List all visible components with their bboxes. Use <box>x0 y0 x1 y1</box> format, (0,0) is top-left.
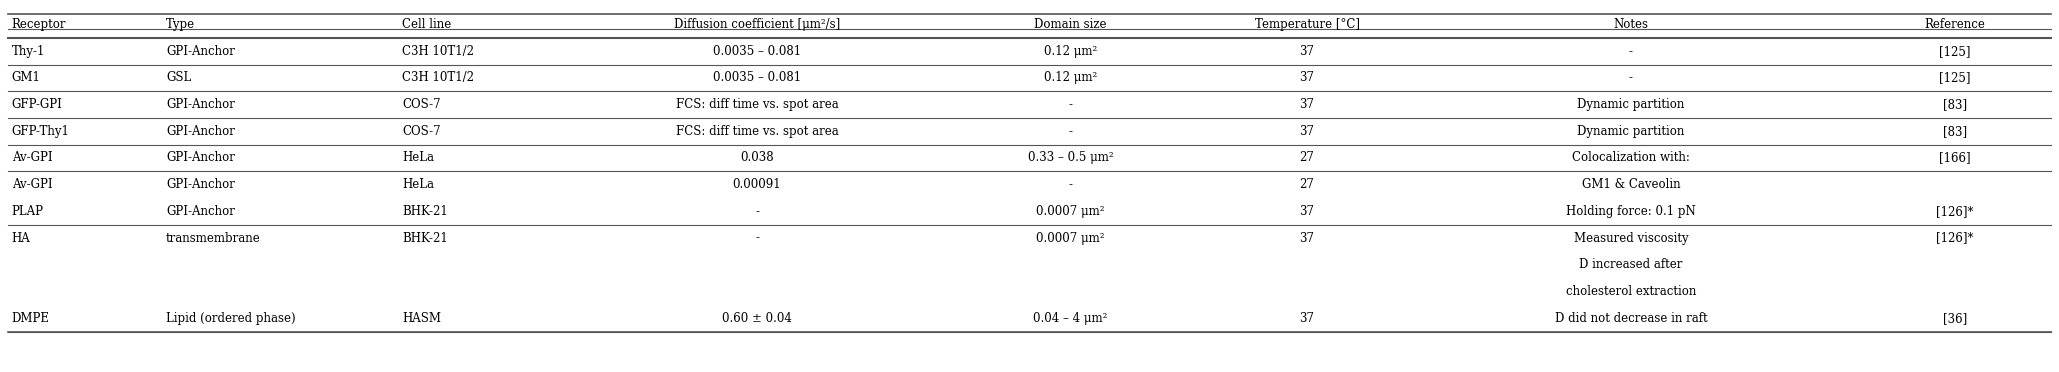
Text: transmembrane: transmembrane <box>167 231 261 244</box>
Text: Holding force: 0.1 pN: Holding force: 0.1 pN <box>1567 205 1697 218</box>
Text: GPI-Anchor: GPI-Anchor <box>167 205 235 218</box>
Text: [125]: [125] <box>1940 71 1970 84</box>
Text: Dynamic partition: Dynamic partition <box>1577 98 1684 111</box>
Text: 37: 37 <box>1299 205 1314 218</box>
Text: GFP-GPI: GFP-GPI <box>12 98 62 111</box>
Text: 0.60 ± 0.04: 0.60 ± 0.04 <box>723 312 793 325</box>
Text: Cell line: Cell line <box>402 18 451 31</box>
Text: GPI-Anchor: GPI-Anchor <box>167 45 235 58</box>
Text: C3H 10T1/2: C3H 10T1/2 <box>402 45 474 58</box>
Text: -: - <box>756 205 760 218</box>
Text: 27: 27 <box>1299 178 1314 191</box>
Text: DMPE: DMPE <box>12 312 49 325</box>
Text: GPI-Anchor: GPI-Anchor <box>167 98 235 111</box>
Text: 37: 37 <box>1299 98 1314 111</box>
Text: 0.038: 0.038 <box>741 151 774 164</box>
Text: FCS: diff time vs. spot area: FCS: diff time vs. spot area <box>675 125 838 138</box>
Text: HA: HA <box>12 231 31 244</box>
Text: [83]: [83] <box>1944 125 1966 138</box>
Text: [126]*: [126]* <box>1935 205 1973 218</box>
Text: Lipid (ordered phase): Lipid (ordered phase) <box>167 312 296 325</box>
Text: -: - <box>1629 71 1633 84</box>
Text: D increased after: D increased after <box>1579 258 1682 271</box>
Text: GFP-Thy1: GFP-Thy1 <box>12 125 70 138</box>
Text: Domain size: Domain size <box>1034 18 1108 31</box>
Text: 27: 27 <box>1299 151 1314 164</box>
Text: 0.12 μm²: 0.12 μm² <box>1044 71 1097 84</box>
Text: Colocalization with:: Colocalization with: <box>1571 151 1690 164</box>
Text: HeLa: HeLa <box>402 178 434 191</box>
Text: GPI-Anchor: GPI-Anchor <box>167 151 235 164</box>
Text: Thy-1: Thy-1 <box>12 45 45 58</box>
Text: D did not decrease in raft: D did not decrease in raft <box>1555 312 1707 325</box>
Text: -: - <box>1069 98 1073 111</box>
Text: 37: 37 <box>1299 45 1314 58</box>
Text: Diffusion coefficient [μm²/s]: Diffusion coefficient [μm²/s] <box>673 18 840 31</box>
Text: Notes: Notes <box>1614 18 1649 31</box>
Text: 0.00091: 0.00091 <box>733 178 780 191</box>
Text: GM1: GM1 <box>12 71 41 84</box>
Text: 0.0035 – 0.081: 0.0035 – 0.081 <box>712 45 801 58</box>
Text: FCS: diff time vs. spot area: FCS: diff time vs. spot area <box>675 98 838 111</box>
Text: 37: 37 <box>1299 125 1314 138</box>
Text: Receptor: Receptor <box>12 18 66 31</box>
Text: cholesterol extraction: cholesterol extraction <box>1565 285 1697 298</box>
Text: Reference: Reference <box>1925 18 1985 31</box>
Text: 0.0007 μm²: 0.0007 μm² <box>1036 231 1106 244</box>
Text: HASM: HASM <box>402 312 441 325</box>
Text: HeLa: HeLa <box>402 151 434 164</box>
Text: COS-7: COS-7 <box>402 98 441 111</box>
Text: 0.33 – 0.5 μm²: 0.33 – 0.5 μm² <box>1027 151 1114 164</box>
Text: 37: 37 <box>1299 231 1314 244</box>
Text: Temperature [°C]: Temperature [°C] <box>1254 18 1359 31</box>
Text: -: - <box>1069 125 1073 138</box>
Text: -: - <box>1069 178 1073 191</box>
Text: COS-7: COS-7 <box>402 125 441 138</box>
Text: Av-GPI: Av-GPI <box>12 151 51 164</box>
Text: [83]: [83] <box>1944 98 1966 111</box>
Text: BHK-21: BHK-21 <box>402 231 449 244</box>
Text: 37: 37 <box>1299 71 1314 84</box>
Text: C3H 10T1/2: C3H 10T1/2 <box>402 71 474 84</box>
Text: BHK-21: BHK-21 <box>402 205 449 218</box>
Text: 37: 37 <box>1299 312 1314 325</box>
Text: Type: Type <box>167 18 196 31</box>
Text: -: - <box>1629 45 1633 58</box>
Text: 0.0007 μm²: 0.0007 μm² <box>1036 205 1106 218</box>
Text: Av-GPI: Av-GPI <box>12 178 51 191</box>
Text: [36]: [36] <box>1944 312 1966 325</box>
Text: [126]*: [126]* <box>1935 231 1973 244</box>
Text: PLAP: PLAP <box>12 205 43 218</box>
Text: Measured viscosity: Measured viscosity <box>1573 231 1688 244</box>
Text: GSL: GSL <box>167 71 191 84</box>
Text: 0.04 – 4 μm²: 0.04 – 4 μm² <box>1034 312 1108 325</box>
Text: -: - <box>756 231 760 244</box>
Text: GPI-Anchor: GPI-Anchor <box>167 125 235 138</box>
Text: [166]: [166] <box>1940 151 1970 164</box>
Text: [125]: [125] <box>1940 45 1970 58</box>
Text: GPI-Anchor: GPI-Anchor <box>167 178 235 191</box>
Text: Dynamic partition: Dynamic partition <box>1577 125 1684 138</box>
Text: 0.0035 – 0.081: 0.0035 – 0.081 <box>712 71 801 84</box>
Text: GM1 & Caveolin: GM1 & Caveolin <box>1581 178 1680 191</box>
Text: 0.12 μm²: 0.12 μm² <box>1044 45 1097 58</box>
